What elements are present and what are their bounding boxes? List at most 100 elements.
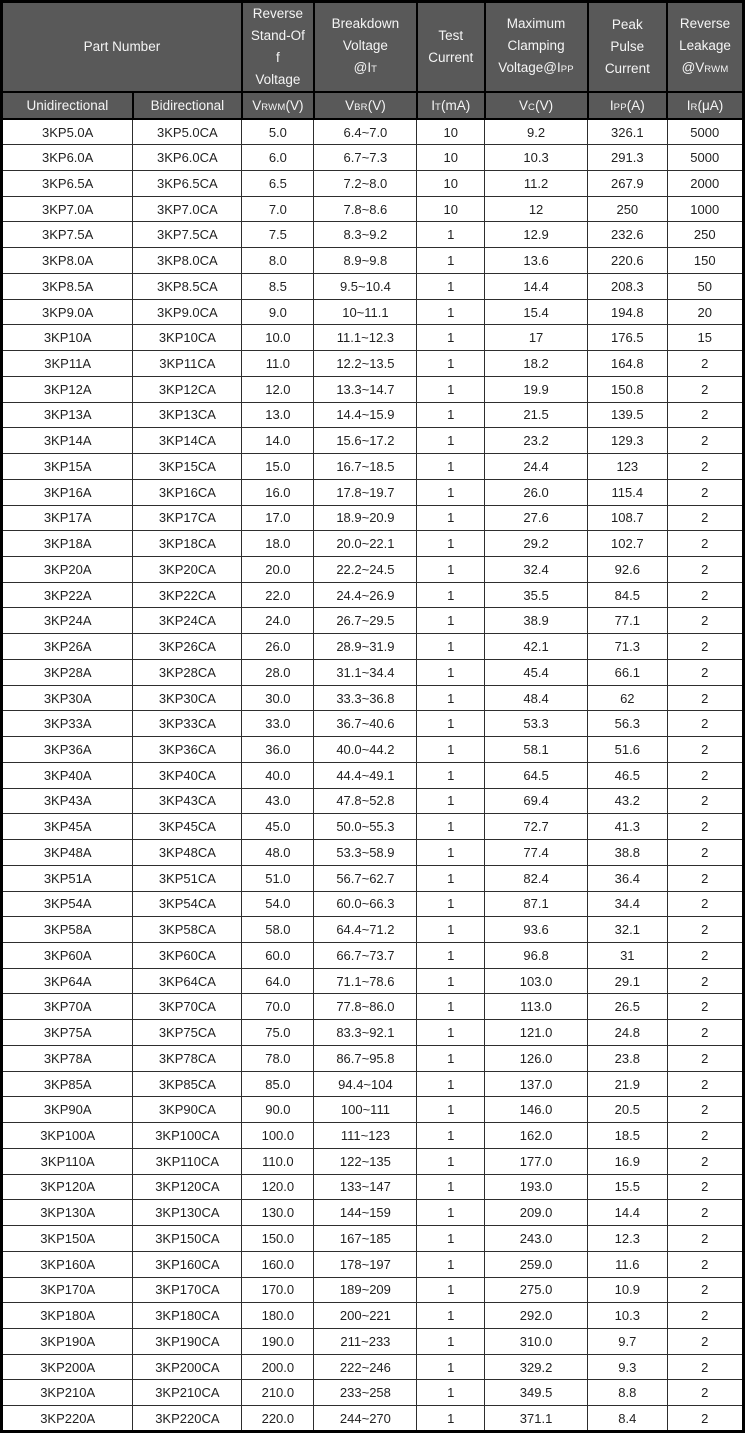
cell-test-current-value: 1 <box>416 658 485 686</box>
cell-vrwm-value: 100.0 <box>241 1122 315 1149</box>
cell-vc-value: 64.5 <box>483 761 589 789</box>
table-row: 3KP45A 3KP45CA 45.0 50.0~55.3 1 72.7 41.3 2 <box>0 813 745 841</box>
cell-vbr-range: 178~197 <box>313 1250 418 1278</box>
cell-vrwm-value: 70.0 <box>241 993 315 1021</box>
cell-ir-value: 50 <box>666 272 745 300</box>
cell-ir-value: 2 <box>666 1122 745 1149</box>
cell-ir-value: 2 <box>666 1276 745 1304</box>
cell-bidirectional-part: 3KP54CA <box>132 890 243 918</box>
cell-test-current-value: 1 <box>416 1199 485 1227</box>
cell-bidirectional-part: 3KP70CA <box>132 993 243 1021</box>
cell-vc-value: 12.9 <box>483 221 589 249</box>
table-row: 3KP58A 3KP58CA 58.0 64.4~71.2 1 93.6 32.1 2 <box>0 916 745 943</box>
cell-vbr-range: 22.2~24.5 <box>313 555 418 583</box>
cell-ipp-value: 15.5 <box>587 1173 668 1201</box>
table-row: 3KP7.5A 3KP7.5CA 7.5 8.3~9.2 1 12.9 232.6 250 <box>0 221 745 249</box>
cell-vrwm-value: 54.0 <box>241 890 315 918</box>
cell-vbr-range: 10~11.1 <box>313 298 418 326</box>
cell-vc-value: 69.4 <box>483 787 589 815</box>
header-row-groups: Part Number Reverse Stand-Of f Voltage B… <box>0 0 745 93</box>
cell-ir-value: 2 <box>666 787 745 815</box>
table-row: 3KP51A 3KP51CA 51.0 56.7~62.7 1 82.4 36.4 2 <box>0 864 745 892</box>
cell-bidirectional-part: 3KP100CA <box>132 1122 243 1149</box>
table-row: 3KP200A 3KP200CA 200.0 222~246 1 329.2 9.3 2 <box>0 1353 745 1381</box>
cell-ipp-value: 21.9 <box>587 1070 668 1098</box>
cell-vc-value: 371.1 <box>483 1405 589 1432</box>
cell-unidirectional-part: 3KP17A <box>0 504 134 532</box>
cell-vrwm-value: 90.0 <box>241 1096 315 1124</box>
cell-test-current-value: 1 <box>416 967 485 995</box>
cell-ir-value: 1000 <box>666 195 745 223</box>
header-unidirectional: Unidirectional <box>0 91 134 120</box>
cell-ir-value: 2000 <box>666 169 745 197</box>
header-vrwm: VRWM(V) <box>240 91 315 120</box>
cell-ipp-value: 14.4 <box>587 1199 668 1227</box>
cell-vbr-range: 40.0~44.2 <box>313 736 418 763</box>
cell-ir-value: 5000 <box>666 144 745 171</box>
table-row: 3KP160A 3KP160CA 160.0 178~197 1 259.0 11.6 2 <box>0 1250 745 1278</box>
cell-test-current-value: 1 <box>416 272 485 300</box>
subscript: C <box>528 102 536 113</box>
cell-ir-value: 2 <box>666 1147 745 1175</box>
cell-bidirectional-part: 3KP45CA <box>132 813 243 841</box>
cell-bidirectional-part: 3KP60CA <box>132 942 243 969</box>
cell-unidirectional-part: 3KP9.0A <box>0 298 134 326</box>
cell-vrwm-value: 24.0 <box>241 607 315 635</box>
cell-vrwm-value: 170.0 <box>241 1276 315 1304</box>
table-row: 3KP130A 3KP130CA 130.0 144~159 1 209.0 14.4 2 <box>0 1199 745 1227</box>
cell-vc-value: 58.1 <box>483 736 589 763</box>
cell-unidirectional-part: 3KP28A <box>0 658 134 686</box>
cell-vbr-range: 53.3~58.9 <box>313 839 418 866</box>
cell-unidirectional-part: 3KP22A <box>0 581 134 609</box>
cell-vrwm-value: 14.0 <box>241 427 315 455</box>
cell-ipp-value: 32.1 <box>587 916 668 943</box>
cell-vbr-range: 83.3~92.1 <box>313 1019 418 1046</box>
cell-unidirectional-part: 3KP7.5A <box>0 221 134 249</box>
cell-bidirectional-part: 3KP11CA <box>132 350 243 377</box>
cell-vrwm-value: 40.0 <box>241 761 315 789</box>
cell-vrwm-value: 12.0 <box>241 375 315 403</box>
cell-ir-value: 2 <box>666 1353 745 1381</box>
table-row: 3KP190A 3KP190CA 190.0 211~233 1 310.0 9.7 2 <box>0 1328 745 1355</box>
cell-bidirectional-part: 3KP5.0CA <box>132 118 243 146</box>
cell-ir-value: 2 <box>666 401 745 429</box>
table-row: 3KP70A 3KP70CA 70.0 77.8~86.0 1 113.0 26.5 2 <box>0 993 745 1021</box>
cell-unidirectional-part: 3KP170A <box>0 1276 134 1304</box>
header-line: Maximum <box>506 16 566 31</box>
header-reverse-standoff-voltage: Reverse Stand-Of f Voltage <box>240 0 315 93</box>
cell-ipp-value: 92.6 <box>587 555 668 583</box>
cell-ipp-value: 31 <box>587 942 668 969</box>
header-max-clamping-voltage: Maximum Clamping Voltage@IPP <box>483 0 589 93</box>
cell-bidirectional-part: 3KP210CA <box>132 1379 243 1407</box>
cell-ipp-value: 23.8 <box>587 1044 668 1072</box>
cell-unidirectional-part: 3KP12A <box>0 375 134 403</box>
cell-ipp-value: 18.5 <box>587 1122 668 1149</box>
cell-ipp-value: 108.7 <box>587 504 668 532</box>
cell-ipp-value: 66.1 <box>587 658 668 686</box>
cell-ipp-value: 115.4 <box>587 478 668 506</box>
cell-vrwm-value: 15.0 <box>241 453 315 480</box>
subscript: PP <box>613 102 627 113</box>
cell-vc-value: 209.0 <box>483 1199 589 1227</box>
cell-unidirectional-part: 3KP36A <box>0 736 134 763</box>
cell-unidirectional-part: 3KP190A <box>0 1328 134 1355</box>
cell-vc-value: 103.0 <box>483 967 589 995</box>
cell-bidirectional-part: 3KP13CA <box>132 401 243 429</box>
cell-ipp-value: 62 <box>587 684 668 712</box>
cell-test-current-value: 1 <box>416 350 485 377</box>
cell-vc-value: 93.6 <box>483 916 589 943</box>
cell-ir-value: 2 <box>666 710 745 738</box>
cell-ipp-value: 150.8 <box>587 375 668 403</box>
cell-ipp-value: 123 <box>587 453 668 480</box>
cell-vbr-range: 24.4~26.9 <box>313 581 418 609</box>
cell-vrwm-value: 75.0 <box>241 1019 315 1046</box>
header-line: Voltage <box>342 38 388 53</box>
cell-ipp-value: 41.3 <box>587 813 668 841</box>
cell-unidirectional-part: 3KP11A <box>0 350 134 377</box>
cell-vbr-range: 122~135 <box>313 1147 418 1175</box>
cell-test-current-value: 1 <box>416 1353 485 1381</box>
cell-ipp-value: 250 <box>587 195 668 223</box>
table-row: 3KP14A 3KP14CA 14.0 15.6~17.2 1 23.2 129.3 2 <box>0 427 745 455</box>
cell-vbr-range: 33.3~36.8 <box>313 684 418 712</box>
cell-test-current-value: 1 <box>416 1019 485 1046</box>
